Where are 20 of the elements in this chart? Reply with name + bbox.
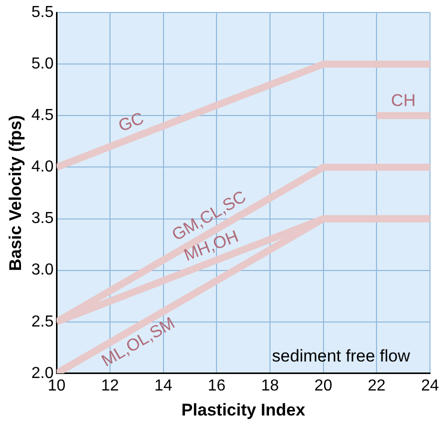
x-tick-label: 16 [208, 377, 226, 394]
y-tick-label: 4.5 [31, 107, 54, 124]
x-tick-label: 22 [368, 377, 386, 394]
y-tick-label: 5.0 [31, 56, 54, 73]
x-tick-label: 14 [154, 377, 172, 394]
annotation: sediment free flow [272, 346, 411, 366]
x-tick-label: 20 [314, 377, 332, 394]
x-tick-label: 10 [48, 377, 66, 394]
y-tick-label: 3.0 [31, 262, 54, 279]
y-tick-label: 3.5 [31, 210, 54, 228]
y-tick-label: 4.0 [31, 158, 54, 176]
x-tick-label: 12 [101, 377, 119, 394]
x-tick-label: 24 [421, 377, 439, 394]
x-tick-label: 18 [261, 377, 279, 394]
x-axis-title: Plasticity Index [181, 400, 306, 420]
y-tick-label: 5.5 [31, 4, 54, 22]
series-label: CH [391, 90, 416, 110]
text: GC [116, 108, 146, 136]
y-tick-label: 2.5 [31, 313, 54, 330]
y-axis-title: Basic Velocity (fps) [6, 115, 25, 271]
